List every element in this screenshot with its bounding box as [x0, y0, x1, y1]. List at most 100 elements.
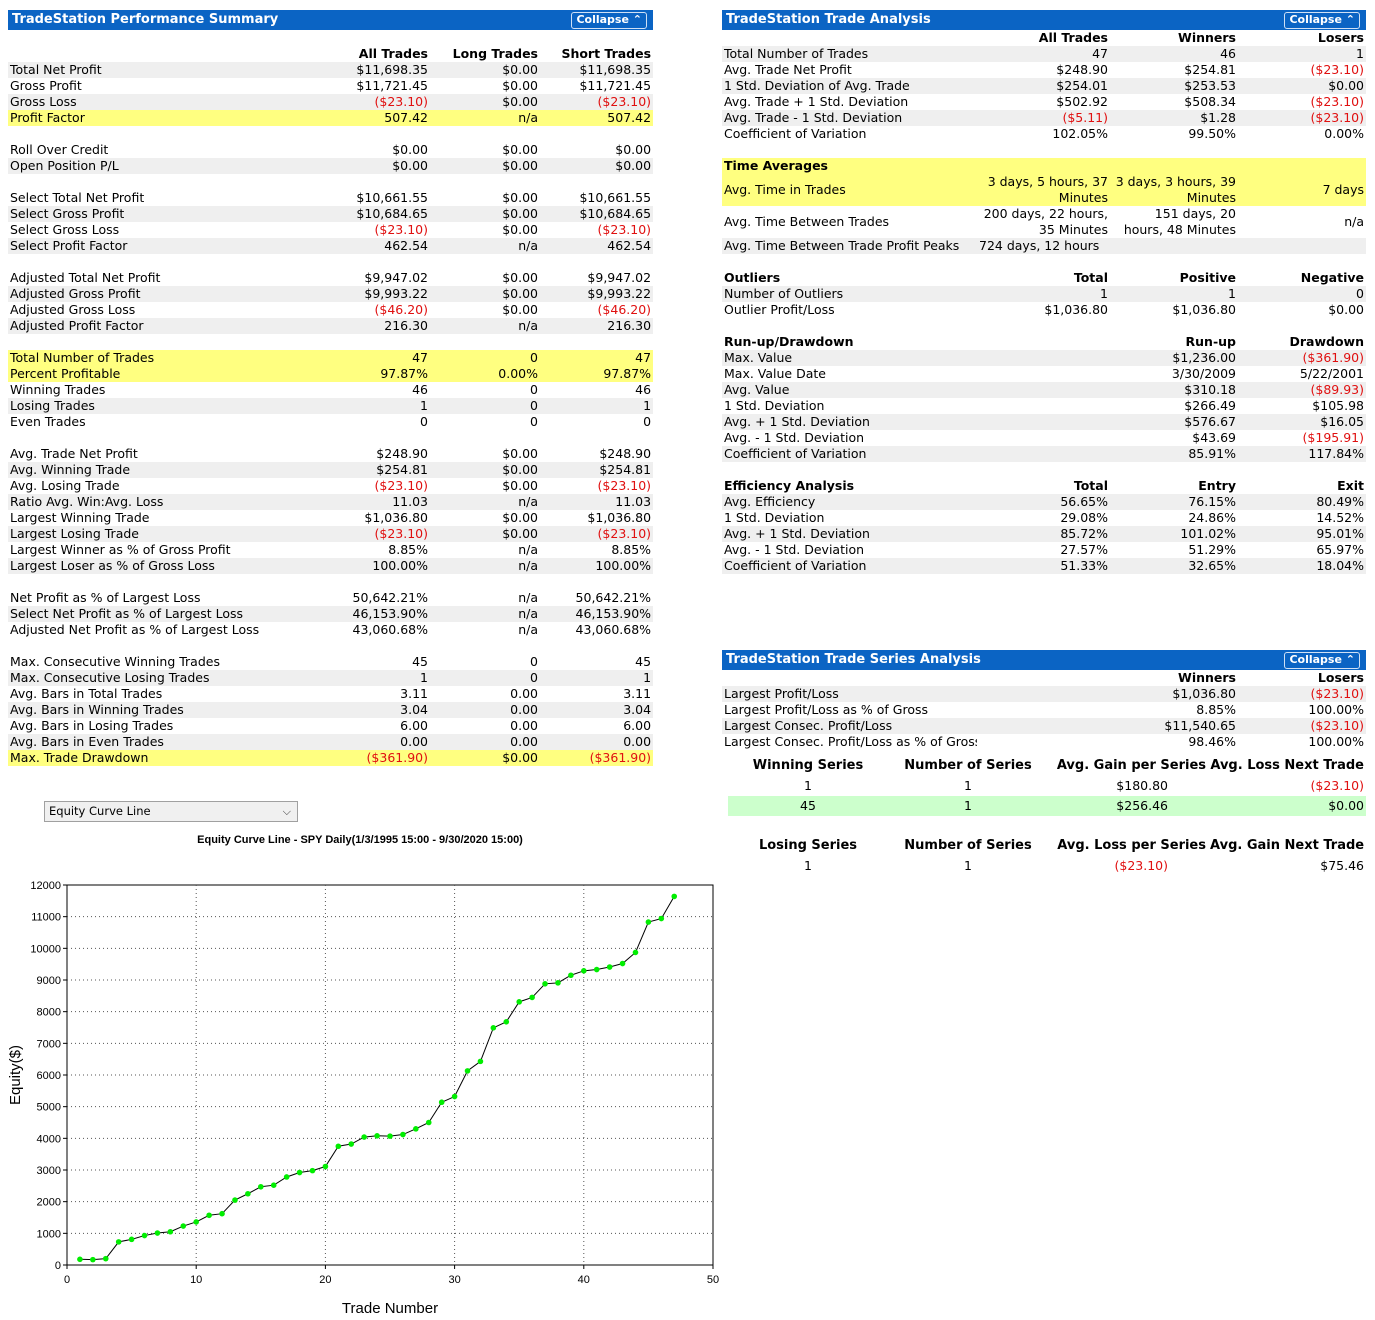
row-label: Coefficient of Variation — [724, 126, 867, 141]
cell-value: n/a — [430, 558, 540, 574]
cell-value — [1110, 238, 1238, 254]
table-row: Profit Factor 507.42 n/a 507.42 — [8, 110, 654, 126]
cell-value: 3.04 — [540, 702, 654, 718]
cell-value: $9,947.02 — [587, 270, 652, 285]
cell-value: 0.00 — [540, 734, 654, 750]
cell-value: 27.57% — [1060, 542, 1108, 557]
x-tick-label: 10 — [190, 1274, 202, 1286]
table-row: 1 Std. Deviation 29.08% 24.86% 14.52% — [722, 510, 1366, 526]
trade-series-panel: TradeStation Trade Series Analysis Colla… — [722, 650, 1366, 876]
cell-value: 47 — [977, 46, 1110, 62]
cell-value: Drawdown — [1289, 334, 1364, 349]
cell-value: ($361.90) — [540, 750, 654, 766]
cell-value: $0.00 — [502, 302, 538, 317]
cell-value: Total — [1073, 478, 1108, 493]
cell-value: 24.86% — [1188, 510, 1236, 525]
cell-value: $254.81 — [308, 462, 430, 478]
row-label — [8, 46, 308, 62]
chart-type-dropdown[interactable]: Equity Curve Line ⌵ — [44, 801, 298, 822]
row-label: Adjusted Gross Profit — [8, 286, 308, 302]
table-row: Even Trades 0 0 0 — [8, 414, 653, 430]
row-label: Avg. - 1 Std. Deviation — [724, 542, 865, 557]
cell-value: 462.54 — [540, 238, 654, 254]
table-row: Max. Trade Drawdown ($361.90) $0.00 ($361.9… — [8, 750, 654, 766]
cell-value: $1,036.80 — [1044, 302, 1108, 317]
cell-value: $0.00 — [502, 222, 538, 237]
column-header: Avg. Loss per Series — [1057, 838, 1206, 853]
row-label: Select Net Profit as % of Largest Loss — [8, 606, 308, 622]
row-label: Avg. Bars in Winning Trades — [8, 702, 308, 718]
y-tick-label: 8000 — [37, 1007, 61, 1019]
x-tick-label: 30 — [448, 1274, 460, 1286]
data-point — [245, 1190, 251, 1197]
collapse-button[interactable]: Collapse ⌃ — [1284, 652, 1360, 669]
table-row: Avg. Bars in Winning Trades 3.04 0.00 3.04 — [8, 702, 654, 718]
cell-value: 216.30 — [540, 318, 654, 334]
cell-value: ($46.20) — [597, 302, 652, 317]
y-tick-label: 11000 — [31, 912, 61, 924]
cell-value: $11,721.45 — [356, 78, 428, 93]
cell-value: ($23.10) — [540, 94, 654, 110]
cell-value: 1 — [308, 670, 430, 686]
cell-value: 14.52% — [1316, 510, 1364, 525]
y-tick-label: 2000 — [37, 1197, 61, 1209]
cell-value: ($23.10) — [1310, 778, 1365, 793]
series-header-row: Winning Series Number of Series Avg. Gain … — [728, 756, 1366, 776]
cell-value: 1 — [804, 858, 812, 873]
table-row: Avg. Trade Net Profit $248.90 $0.00 $248.90 — [8, 446, 653, 462]
spacer-row — [8, 174, 653, 190]
row-label: Largest Loser as % of Gross Loss — [8, 558, 308, 574]
table-row: Max. Consecutive Losing Trades 1 0 1 — [8, 670, 654, 686]
table-row: Avg. Bars in Even Trades 0.00 0.00 0.00 — [8, 734, 654, 750]
cell-value: $0.00 — [430, 750, 540, 766]
cell-value: ($361.90) — [308, 750, 430, 766]
cell-value: Total — [1073, 270, 1108, 285]
table-row: Select Profit Factor 462.54 n/a 462.54 — [8, 238, 654, 254]
cell-value — [977, 398, 1110, 414]
row-label: Outlier Profit/Loss — [724, 302, 835, 317]
cell-value: 46 — [635, 382, 652, 397]
cell-value: $0.00 — [1328, 302, 1364, 317]
cell-value: 0.00% — [1324, 126, 1364, 141]
row-label: Adjusted Net Profit as % of Largest Loss — [10, 622, 260, 637]
x-axis-label: Trade Number — [342, 1300, 438, 1317]
cell-value: 45 — [412, 654, 428, 669]
row-label: Avg. Time Between Trade Profit Peaks — [722, 238, 977, 254]
table-row: Avg. Time Between Trade Profit Peaks 724 … — [722, 238, 1366, 254]
row-label: Avg. Time Between Trades — [724, 214, 890, 229]
data-point — [516, 999, 522, 1005]
chart-title: Equity Curve Line - SPY Daily(1/3/1995 1… — [197, 834, 523, 846]
cell-value: $0.00 — [502, 78, 538, 93]
table-row: Avg. - 1 Std. Deviation 27.57% 51.29% 65.97… — [722, 542, 1366, 558]
chevron-down-icon: ⌵ — [282, 805, 291, 818]
cell-value: $0.00 — [502, 142, 538, 157]
collapse-button[interactable]: Collapse ⌃ — [1284, 12, 1360, 29]
cell-value: $253.53 — [1110, 78, 1238, 94]
row-label: Select Gross Loss — [10, 222, 120, 237]
column-header: Losing Series — [758, 838, 858, 853]
cell-value: 11.03 — [308, 494, 430, 510]
table-row: Select Total Net Profit $10,661.55 $0.00 $1… — [8, 190, 653, 206]
cell-value: 18.04% — [1238, 558, 1366, 574]
cell-value: $266.49 — [1184, 398, 1236, 413]
cell-value: 1 — [977, 286, 1110, 302]
row-label: Even Trades — [10, 414, 86, 429]
cell-value: 43,060.68% — [352, 622, 429, 637]
table-row: Adjusted Gross Profit $9,993.22 $0.00 $9,99… — [8, 286, 654, 302]
cell-value: ($23.10) — [597, 222, 652, 237]
cell-value: 3.11 — [400, 686, 428, 701]
cell-value — [977, 718, 1110, 734]
cell-value: ($23.10) — [1310, 62, 1365, 77]
row-label: Avg. + 1 Std. Deviation — [722, 526, 977, 542]
row-label: Gross Loss — [8, 94, 308, 110]
cell-value: 6.00 — [400, 718, 428, 733]
cell-value: 101.02% — [1110, 526, 1238, 542]
cell-value: $10,684.65 — [540, 206, 654, 222]
table-row: Avg. Winning Trade $254.81 $0.00 $254.81 — [8, 462, 654, 478]
row-label: Avg. Trade + 1 Std. Deviation — [724, 94, 909, 109]
collapse-button[interactable]: Collapse ⌃ — [571, 12, 647, 29]
cell-value: 85.72% — [977, 526, 1110, 542]
table-row: Max. Consecutive Winning Trades 45 0 45 — [8, 654, 653, 670]
row-label: Avg. Bars in Losing Trades — [10, 718, 174, 733]
data-point — [400, 1131, 406, 1138]
